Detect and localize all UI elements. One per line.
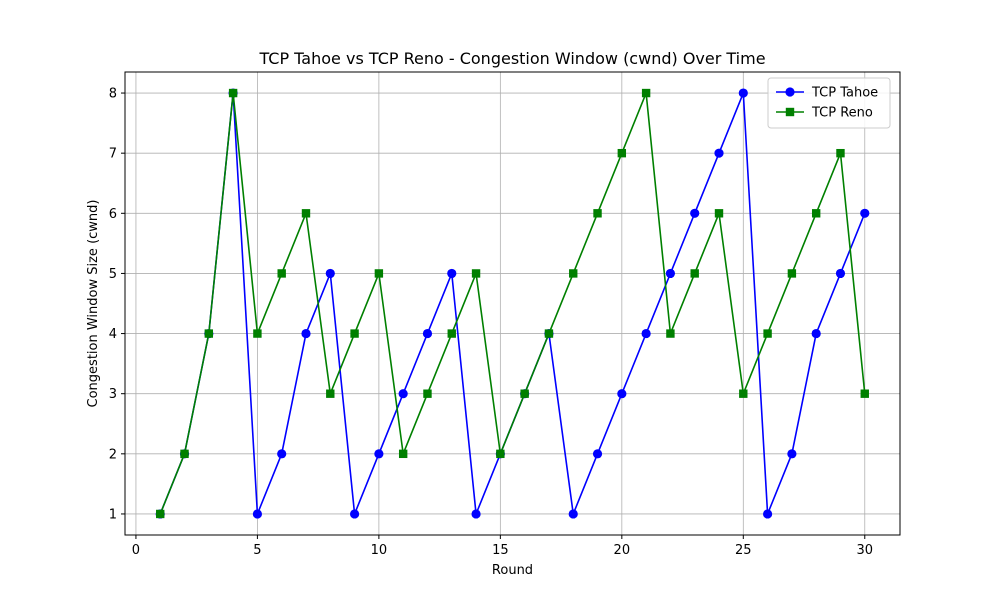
data-point — [422, 328, 433, 339]
data-point — [374, 269, 384, 278]
data-point — [544, 329, 554, 338]
data-point — [666, 329, 675, 338]
data-point — [326, 389, 335, 398]
data-point — [496, 449, 505, 459]
legend: TCP Tahoe TCP Reno — [767, 77, 891, 129]
y-tick-label: 1 — [109, 507, 117, 522]
x-tick-label: 15 — [492, 543, 509, 558]
x-tick-label: 10 — [371, 543, 388, 558]
data-point — [860, 208, 870, 218]
data-point — [350, 329, 359, 338]
data-point — [568, 509, 578, 519]
plot-area-frame — [124, 71, 901, 536]
data-point — [860, 389, 869, 398]
data-point — [811, 209, 821, 218]
y-tick-label: 4 — [109, 327, 117, 342]
data-point — [787, 449, 797, 459]
legend-item: TCP Tahoe — [776, 86, 878, 101]
data-point — [836, 148, 845, 158]
data-point — [253, 329, 262, 338]
legend-label: TCP Reno — [811, 106, 873, 121]
data-point — [738, 88, 748, 98]
data-point — [204, 329, 214, 338]
data-point — [325, 268, 335, 279]
data-point — [714, 209, 724, 218]
axes: 0 5 10 15 20 25 30 1 2 3 4 5 6 7 8 — [109, 87, 873, 558]
data-point — [739, 389, 748, 398]
y-axis-label: Congestion Window Size (cwnd) — [86, 200, 101, 408]
y-tick-label: 6 — [109, 207, 117, 222]
grid — [125, 72, 900, 535]
y-tick-label: 3 — [109, 387, 117, 402]
y-tick-label: 5 — [109, 267, 117, 282]
data-point — [714, 148, 724, 158]
y-tick-label: 7 — [109, 147, 117, 162]
data-point — [617, 389, 627, 399]
data-point — [592, 449, 603, 459]
data-point — [277, 449, 287, 459]
data-point — [593, 209, 602, 218]
legend-marker — [785, 107, 795, 117]
data-point — [811, 328, 821, 339]
data-point — [277, 269, 286, 278]
data-point — [641, 88, 651, 98]
data-point — [617, 148, 627, 158]
data-point — [787, 269, 797, 278]
x-tick-label: 0 — [132, 543, 140, 558]
legend-item: TCP Reno — [776, 106, 873, 121]
x-tick-label: 30 — [856, 543, 873, 558]
y-tick-label: 8 — [109, 87, 117, 102]
data-point — [228, 88, 238, 98]
data-point — [252, 509, 263, 519]
data-point — [349, 509, 360, 519]
data-point — [665, 268, 676, 279]
data-point — [569, 269, 578, 278]
legend-marker — [785, 87, 795, 97]
series-tcp-reno — [156, 88, 869, 519]
data-point — [398, 449, 408, 459]
series-line — [159, 92, 866, 515]
data-point — [156, 509, 165, 519]
data-point — [301, 209, 311, 218]
data-point — [423, 389, 432, 398]
data-point — [447, 268, 457, 279]
data-point — [641, 328, 651, 339]
legend-box — [767, 77, 891, 129]
chart-title: TCP Tahoe vs TCP Reno - Congestion Windo… — [258, 49, 765, 68]
legend-label: TCP Tahoe — [811, 86, 878, 101]
data-point — [690, 269, 699, 278]
data-point — [762, 509, 773, 519]
data-point — [180, 449, 189, 459]
series-layer — [155, 88, 870, 519]
series-line — [159, 92, 866, 515]
x-tick-label: 20 — [614, 543, 631, 558]
data-point — [447, 329, 456, 338]
data-point — [374, 449, 384, 459]
data-point — [690, 208, 700, 218]
x-tick-label: 25 — [735, 543, 752, 558]
data-point — [301, 328, 311, 339]
data-point — [471, 509, 481, 519]
data-point — [835, 268, 846, 279]
data-point — [398, 389, 408, 399]
data-point — [471, 269, 481, 278]
data-point — [520, 389, 529, 398]
x-axis-label: Round — [492, 563, 533, 578]
x-tick-label: 5 — [253, 543, 261, 558]
y-tick-label: 2 — [109, 447, 117, 462]
data-point — [763, 329, 772, 338]
